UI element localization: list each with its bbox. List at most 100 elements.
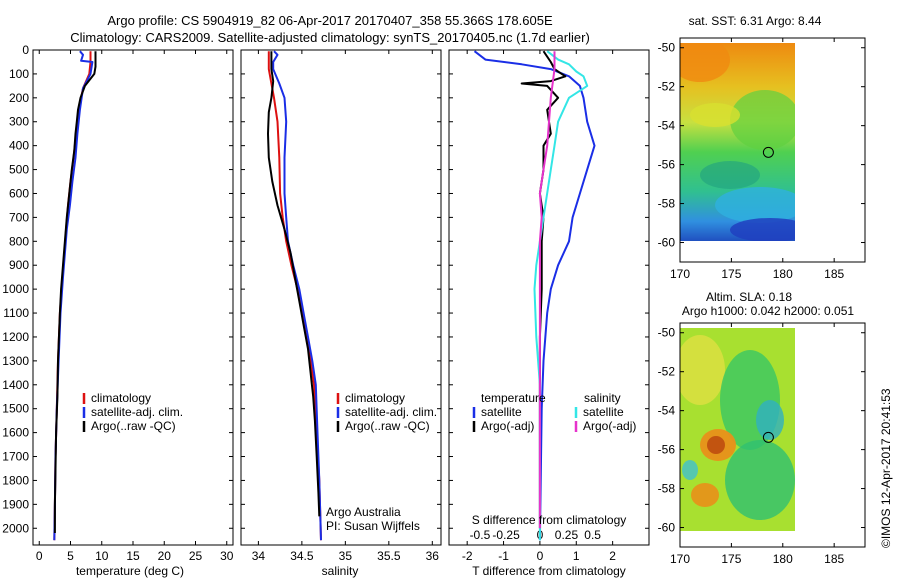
x-tick-label: 35.5 bbox=[377, 549, 401, 563]
series-line-argo-raw-qc bbox=[53, 51, 97, 533]
salinity-annotation-line-2: PI: Susan Wijffels bbox=[326, 519, 420, 533]
difference-panel: -2 -1 0 1 2-0.5 -0.25 0 0.25 0.5 temperature sal… bbox=[448, 49, 650, 578]
y-tick-label: 100 bbox=[9, 67, 29, 81]
x-tick-label: 15 bbox=[126, 549, 140, 563]
sla-map-frame bbox=[679, 322, 866, 548]
sst-map-panel: sat. SST: 6.31 Argo: 8.44 170 175 180 185 -5… bbox=[658, 14, 866, 281]
sla-red-core bbox=[707, 436, 725, 454]
y-tick-label: 1500 bbox=[2, 402, 29, 416]
map-y-tick-label: -58 bbox=[658, 197, 676, 211]
difference-axes-frame bbox=[448, 49, 650, 546]
x-tick-label: 25 bbox=[189, 549, 203, 563]
map-y-tick-label: -60 bbox=[658, 521, 676, 535]
y-tick-label: 1000 bbox=[2, 282, 29, 296]
y-tick-label: 700 bbox=[9, 210, 29, 224]
map-x-tick-label: 180 bbox=[773, 552, 793, 566]
y-tick-label: 400 bbox=[9, 139, 29, 153]
x-tick-label: 34 bbox=[252, 549, 266, 563]
x-tick-label: 0 bbox=[36, 549, 43, 563]
salinity-x-axis-label: salinity bbox=[322, 564, 359, 578]
sst-argo-marker bbox=[762, 146, 774, 158]
x-tick-label-salinity: 0.5 bbox=[584, 528, 601, 542]
legend-label-argo: Argo(..raw -QC) bbox=[345, 419, 430, 433]
series-line-temperature-satellite bbox=[473, 50, 596, 541]
x-tick-label: 34.5 bbox=[290, 549, 314, 563]
x-tick-label-temperature: 2 bbox=[609, 549, 616, 563]
x-tick-label: 20 bbox=[158, 549, 172, 563]
sst-warm-patch bbox=[680, 43, 730, 82]
sla-map-image bbox=[680, 328, 795, 531]
temperature-axes-frame bbox=[32, 49, 234, 546]
y-tick-label: 1100 bbox=[3, 306, 29, 320]
sst-cool-patch bbox=[700, 161, 760, 189]
difference-x-axis-label: T difference from climatology bbox=[472, 564, 626, 578]
y-tick-label: 1600 bbox=[2, 426, 29, 440]
salinity-annotation-line-1: Argo Australia bbox=[326, 505, 401, 519]
y-tick-label: 1200 bbox=[2, 330, 29, 344]
y-tick-label: 200 bbox=[9, 91, 29, 105]
legend-label-satellite: satellite-adj. clim. bbox=[91, 405, 183, 419]
x-tick-label-temperature: -1 bbox=[498, 549, 509, 563]
temperature-panel: 0100200300400500600700800900100011001200… bbox=[2, 43, 233, 578]
legend-label-temperature-satellite: satellite bbox=[481, 405, 522, 419]
x-tick-label: 30 bbox=[220, 549, 234, 563]
x-tick-label-temperature: 1 bbox=[573, 549, 580, 563]
sla-orange-lower bbox=[691, 483, 719, 507]
x-tick-label: 5 bbox=[67, 549, 74, 563]
sst-yellow-patch bbox=[690, 103, 740, 127]
series-line-climatology bbox=[267, 51, 322, 541]
temperature-x-axis-label: temperature (deg C) bbox=[76, 564, 184, 578]
sst-map-title: sat. SST: 6.31 Argo: 8.44 bbox=[689, 14, 822, 28]
sst-map-frame bbox=[679, 37, 866, 263]
y-tick-label: 1300 bbox=[2, 354, 29, 368]
legend-title-temperature: temperature bbox=[481, 391, 546, 405]
x-tick-label: 35 bbox=[339, 549, 353, 563]
sla-argo-marker bbox=[762, 431, 774, 443]
legend-title-salinity: salinity bbox=[584, 391, 621, 405]
y-tick-label: 600 bbox=[9, 186, 29, 200]
x-tick-label-salinity: 0.25 bbox=[555, 528, 579, 542]
salinity-panel: 34 34.5 35 35.5 36 climatology satellite-adj… bbox=[240, 49, 442, 578]
map-y-tick-label: -52 bbox=[658, 365, 676, 379]
map-y-tick-label: -60 bbox=[658, 236, 676, 250]
sla-green-lower bbox=[725, 440, 795, 520]
difference-top-axis-label: S difference from climatology bbox=[472, 513, 627, 527]
y-tick-label: 2000 bbox=[2, 521, 29, 535]
y-tick-label: 1700 bbox=[2, 450, 29, 464]
sla-map-panel: Altim. SLA: 0.18 Argo h1000: 0.042 h2000… bbox=[658, 290, 866, 566]
legend-label-climatology: climatology bbox=[345, 391, 405, 405]
timestamp-stamp: ©IMOS 12-Apr-2017 20:41:53 bbox=[879, 388, 893, 548]
x-tick-label-temperature: -2 bbox=[462, 549, 473, 563]
figure-title-line-1: Argo profile: CS 5904919_82 06-Apr-2017 … bbox=[107, 13, 553, 28]
difference-legend: temperature salinity satellite satellite… bbox=[472, 391, 636, 433]
x-tick-label-temperature: 0 bbox=[537, 549, 544, 563]
map-y-tick-label: -52 bbox=[658, 80, 676, 94]
legend-label-argo: Argo(..raw -QC) bbox=[91, 419, 176, 433]
x-tick-label-salinity: -0.25 bbox=[492, 528, 520, 542]
y-tick-label: 800 bbox=[9, 234, 29, 248]
map-x-tick-label: 175 bbox=[721, 267, 741, 281]
series-line-argo-raw-qc bbox=[267, 51, 321, 517]
map-x-tick-label: 175 bbox=[721, 552, 741, 566]
legend-label-satellite: satellite-adj. clim. bbox=[345, 405, 437, 419]
legend-label-salinity-satellite: satellite bbox=[583, 405, 624, 419]
sla-cyan-patch bbox=[756, 400, 784, 440]
temperature-legend: climatology satellite-adj. clim. Argo(..… bbox=[82, 391, 183, 433]
legend-label-temperature-argo: Argo(-adj) bbox=[481, 419, 534, 433]
map-y-tick-label: -56 bbox=[658, 158, 676, 172]
map-y-tick-label: -58 bbox=[658, 482, 676, 496]
salinity-axes-frame bbox=[240, 49, 442, 546]
legend-label-climatology: climatology bbox=[91, 391, 151, 405]
map-x-tick-label: 170 bbox=[670, 267, 690, 281]
map-x-tick-label: 170 bbox=[670, 552, 690, 566]
y-tick-label: 500 bbox=[9, 163, 29, 177]
map-y-tick-label: -50 bbox=[658, 326, 676, 340]
series-line-salinity-argo-adj bbox=[538, 51, 556, 529]
y-tick-label: 0 bbox=[22, 43, 29, 57]
map-x-tick-label: 185 bbox=[824, 552, 844, 566]
map-y-tick-label: -54 bbox=[658, 404, 676, 418]
sst-blue-patch bbox=[730, 218, 795, 241]
series-line-climatology bbox=[53, 51, 92, 541]
series-line-salinity-satellite bbox=[533, 50, 589, 541]
